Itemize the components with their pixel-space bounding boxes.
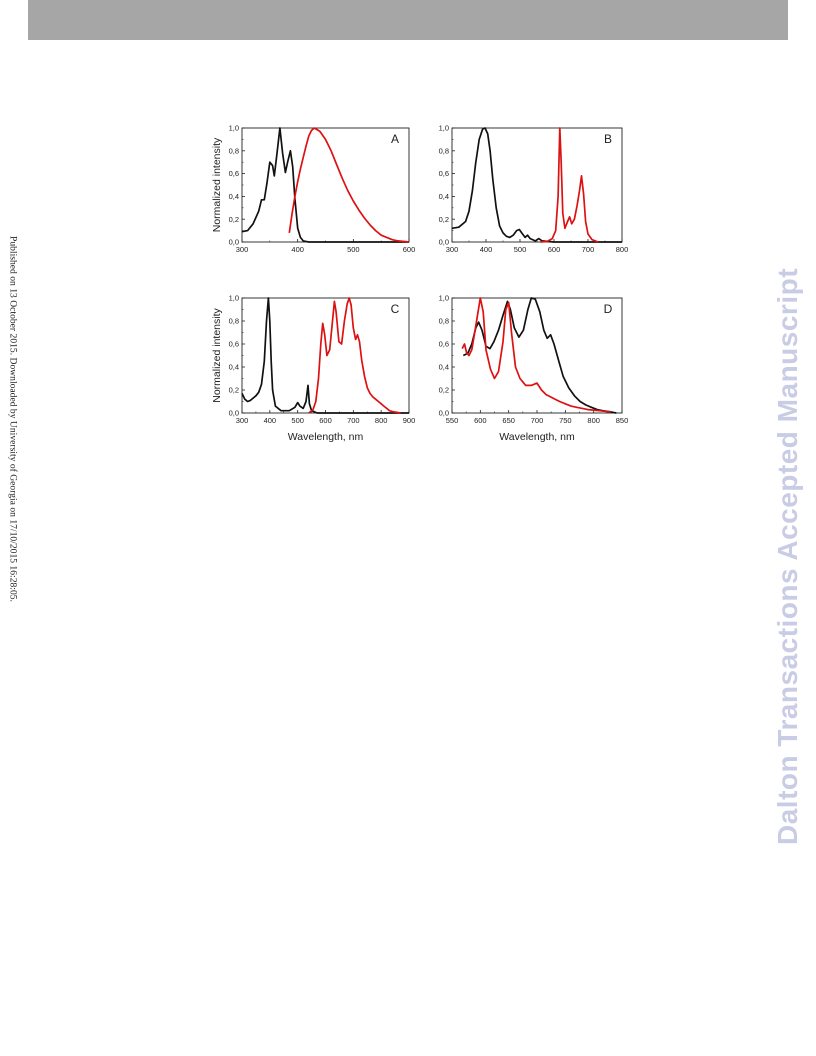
x-tick-label: 800 xyxy=(616,245,629,254)
y-tick-label: 0,0 xyxy=(229,409,239,418)
x-tick-label: 750 xyxy=(559,416,572,425)
x-tick-label: 700 xyxy=(582,245,595,254)
y-tick-label: 0,6 xyxy=(229,169,239,178)
y-tick-label: 1,0 xyxy=(439,124,449,133)
series-line-black xyxy=(462,297,617,414)
panel-b: 300 400 500 600 700 800 0,0 0,2 0,4 0,6 0,8 1,0 B xyxy=(439,124,629,254)
y-tick-label: 0,0 xyxy=(229,238,239,247)
panel-label: A xyxy=(391,132,399,146)
spectra-figure: 300 400 500 600 0,0 0,2 0,4 0,6 0,8 1,0 A Normalize… xyxy=(211,124,629,443)
x-tick-label: 800 xyxy=(375,416,388,425)
y-tick-label: 0,6 xyxy=(229,340,239,349)
y-tick-label: 0,6 xyxy=(439,169,449,178)
series-line-red xyxy=(461,297,611,413)
x-tick-label: 800 xyxy=(587,416,600,425)
series-line-black xyxy=(241,127,409,243)
y-axis-label: Normalized intensity xyxy=(211,137,223,232)
x-tick-label: 600 xyxy=(319,416,332,425)
x-tick-label: 700 xyxy=(531,416,544,425)
series-line-red xyxy=(288,127,410,243)
panel-label: B xyxy=(604,132,612,146)
y-tick-label: 1,0 xyxy=(439,294,449,303)
watermark-text: Dalton Transactions Accepted Manuscript xyxy=(772,267,803,845)
y-tick-label: 0,2 xyxy=(439,386,449,395)
x-tick-label: 500 xyxy=(291,416,304,425)
x-axis-label: Wavelength, nm xyxy=(288,431,364,443)
x-tick-label: 400 xyxy=(291,245,304,254)
x-tick-label: 400 xyxy=(480,245,493,254)
panel-label: C xyxy=(391,302,400,316)
x-tick-label: 850 xyxy=(616,416,629,425)
x-tick-label: 500 xyxy=(514,245,527,254)
y-tick-label: 0,8 xyxy=(229,146,239,155)
publication-note-text: Published on 13 October 2015. Downloaded… xyxy=(7,236,19,602)
y-tick-label: 1,0 xyxy=(229,124,239,133)
x-tick-label: 550 xyxy=(446,416,459,425)
y-tick-label: 0,4 xyxy=(439,192,449,201)
y-tick-label: 0,8 xyxy=(439,317,449,326)
panel-c: 300 400 500 600 700 800 900 0,0 0,2 0,4 0,6 0,8 1,0 C… xyxy=(211,294,415,443)
y-tick-label: 0,4 xyxy=(229,192,239,201)
x-tick-label: 300 xyxy=(236,245,249,254)
x-tick-label: 600 xyxy=(548,245,561,254)
series-line-red xyxy=(308,297,401,414)
y-axis-label: Normalized intensity xyxy=(211,307,223,402)
x-tick-label: 600 xyxy=(403,245,416,254)
watermark: Dalton Transactions Accepted Manuscript xyxy=(768,205,808,845)
series-line-black xyxy=(241,297,409,414)
x-tick-label: 600 xyxy=(474,416,487,425)
y-tick-label: 0,6 xyxy=(439,340,449,349)
y-tick-label: 0,0 xyxy=(439,238,449,247)
x-tick-label: 650 xyxy=(502,416,515,425)
publication-note: Published on 13 October 2015. Downloaded… xyxy=(4,236,22,656)
y-tick-label: 0,4 xyxy=(439,363,449,372)
x-tick-label: 500 xyxy=(347,245,360,254)
y-tick-label: 1,0 xyxy=(229,294,239,303)
y-tick-label: 0,2 xyxy=(439,215,449,224)
y-tick-label: 0,0 xyxy=(439,409,449,418)
y-tick-label: 0,4 xyxy=(229,363,239,372)
x-tick-label: 300 xyxy=(446,245,459,254)
x-tick-label: 700 xyxy=(347,416,360,425)
series-line-red xyxy=(540,127,599,243)
series-line-black xyxy=(451,127,622,243)
x-tick-label: 400 xyxy=(264,416,277,425)
x-tick-label: 300 xyxy=(236,416,249,425)
y-tick-label: 0,2 xyxy=(229,215,239,224)
panel-d: 550 600 650 700 750 800 850 0,0 0,2 0,4 0,6 0,8 1,0 D… xyxy=(439,294,629,443)
header-bar xyxy=(28,0,788,40)
y-tick-label: 0,2 xyxy=(229,386,239,395)
y-tick-label: 0,8 xyxy=(229,317,239,326)
x-tick-label: 900 xyxy=(403,416,416,425)
panel-a: 300 400 500 600 0,0 0,2 0,4 0,6 0,8 1,0 A Normalize… xyxy=(211,124,415,254)
y-tick-label: 0,8 xyxy=(439,146,449,155)
panel-label: D xyxy=(604,302,613,316)
x-axis-label: Wavelength, nm xyxy=(499,431,575,443)
